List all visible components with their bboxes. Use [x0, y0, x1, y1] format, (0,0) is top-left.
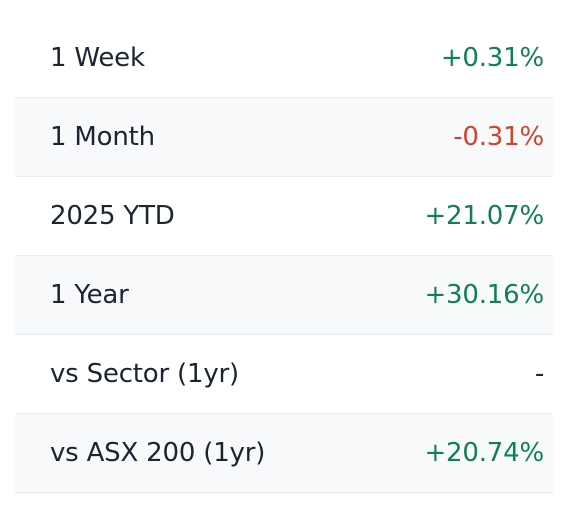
row-label: vs Sector (1yr)	[50, 359, 239, 389]
row-value: +0.31%	[440, 43, 544, 73]
row-label: 2025 YTD	[50, 201, 175, 231]
row-ytd: 2025 YTD +21.07%	[15, 177, 553, 256]
row-vs-sector: vs Sector (1yr) -	[15, 335, 553, 414]
row-label: 1 Month	[50, 122, 155, 152]
row-vs-asx200: vs ASX 200 (1yr) +20.74%	[15, 414, 553, 493]
row-label: vs ASX 200 (1yr)	[50, 438, 266, 468]
row-label: 1 Year	[50, 280, 129, 310]
row-value: +20.74%	[424, 438, 544, 468]
row-value: -	[534, 359, 544, 389]
row-1-month: 1 Month -0.31%	[15, 98, 553, 177]
row-value: +21.07%	[424, 201, 544, 231]
row-label: 1 Week	[50, 43, 145, 73]
row-value: -0.31%	[453, 122, 544, 152]
row-1-year: 1 Year +30.16%	[15, 256, 553, 335]
performance-table: 1 Week +0.31% 1 Month -0.31% 2025 YTD +2…	[15, 19, 553, 493]
row-value: +30.16%	[424, 280, 544, 310]
row-1-week: 1 Week +0.31%	[15, 19, 553, 98]
